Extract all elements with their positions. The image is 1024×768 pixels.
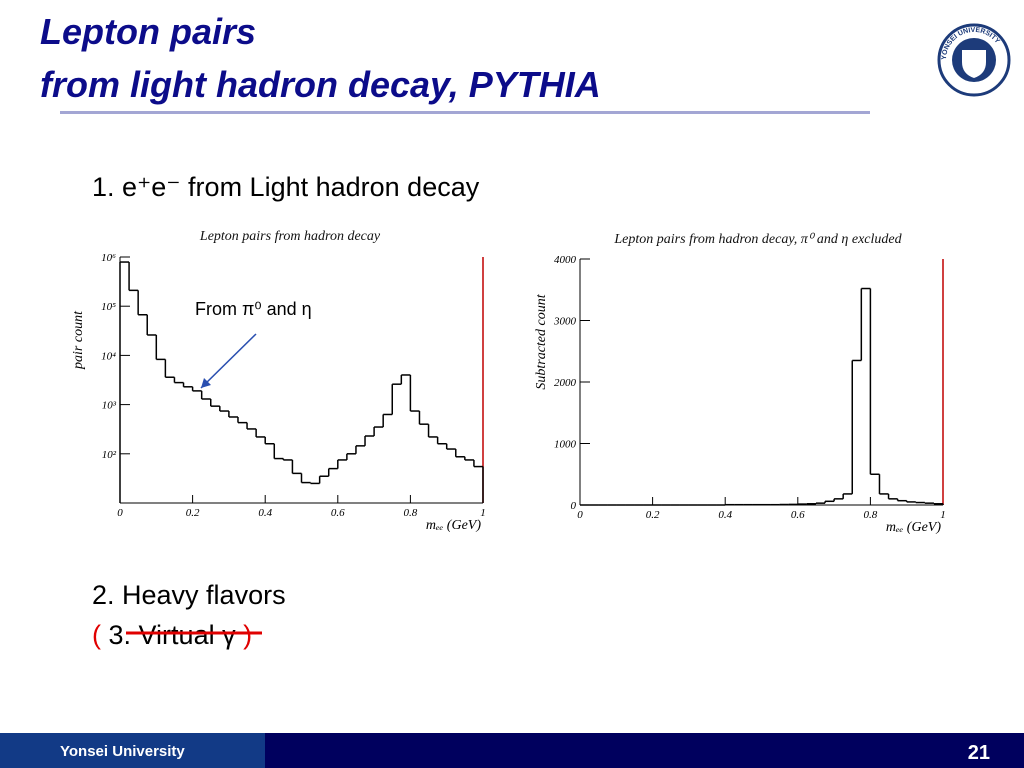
y-tick-label: 10⁵	[101, 301, 116, 313]
x-tick-label: 0.6	[791, 509, 805, 521]
x-tick-label: 0.4	[258, 507, 272, 519]
chart-title: Lepton pairs from hadron decay	[199, 229, 381, 244]
chart-title: Lepton pairs from hadron decay, π⁰ and η…	[613, 232, 902, 247]
logo: YONSEI UNIVERSITY	[937, 23, 1011, 97]
x-tick-label: 0.4	[718, 509, 732, 521]
y-axis-label: Subtracted count	[534, 293, 549, 389]
y-tick-label: 2000	[554, 377, 577, 389]
item-text: 2. Heavy flavors	[92, 580, 286, 610]
page-number: 21	[968, 742, 990, 764]
x-tick-label: 0.8	[404, 507, 418, 519]
x-tick-label: 0	[577, 509, 583, 521]
x-tick-label: 0.8	[864, 509, 878, 521]
x-axis-label: mₑₑ (GeV)	[426, 518, 481, 533]
y-tick-label: 1000	[554, 439, 577, 451]
y-tick-label: 3000	[553, 316, 577, 328]
x-tick-label: 0	[117, 507, 123, 519]
chart: Lepton pairs from hadron decay, π⁰ and η…	[534, 232, 946, 535]
slide-title: from light hadron decay, PYTHIA	[40, 64, 601, 105]
logo-shield	[962, 50, 986, 78]
struck-text: 3. Virtual γ	[109, 620, 237, 650]
item-text: 1. e⁺e⁻ from Light hadron decay	[92, 172, 480, 202]
annotation: From π⁰ and η	[195, 299, 312, 319]
x-tick-label: 0.6	[331, 507, 345, 519]
slide-title: Lepton pairs	[40, 11, 256, 52]
y-tick-label: 0	[571, 500, 577, 512]
paren: (	[92, 620, 101, 650]
y-tick-label: 4000	[554, 254, 577, 266]
item-text: ( 3. Virtual γ )	[92, 620, 252, 650]
x-tick-label: 0.2	[186, 507, 200, 519]
y-tick-label: 10²	[102, 449, 117, 461]
footer-tab	[0, 733, 265, 768]
x-tick-label: 1	[480, 507, 486, 519]
x-tick-label: 0.2	[646, 509, 660, 521]
annotation-arrow	[200, 333, 257, 389]
paren: )	[243, 620, 252, 650]
x-tick-label: 1	[940, 509, 946, 521]
y-tick-label: 10⁶	[101, 252, 116, 264]
x-axis-label: mₑₑ (GeV)	[886, 520, 941, 535]
footer-org: Yonsei University	[60, 743, 185, 760]
y-axis-label: pair count	[71, 310, 86, 370]
title-rule	[60, 111, 870, 114]
y-tick-label: 10³	[102, 400, 117, 412]
annotation-arrowhead	[201, 378, 211, 388]
y-tick-label: 10⁴	[101, 350, 116, 362]
chart: Lepton pairs from hadron decay pair count…	[71, 229, 486, 533]
